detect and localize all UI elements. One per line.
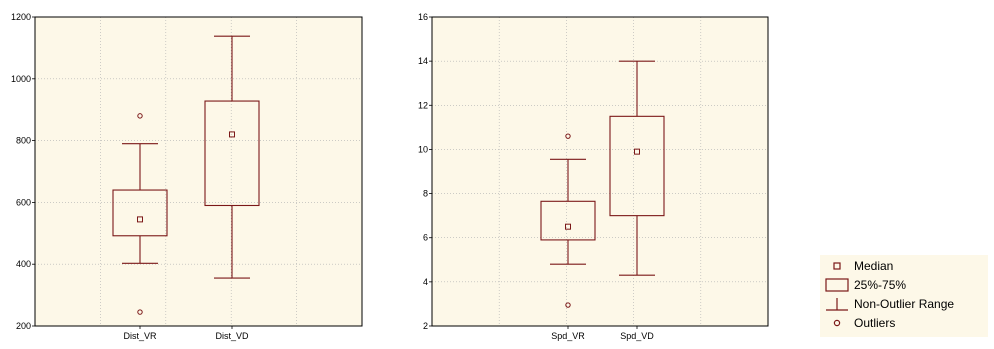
y-tick-label: 400 [16, 259, 31, 269]
boxplot-Dist_VD [204, 35, 260, 279]
legend-item-quartile-box: 25%-75% [820, 277, 988, 293]
outlier-point [137, 309, 143, 315]
legend-label-non-outlier-range: Non-Outlier Range [854, 297, 955, 311]
y-tick-label: 1000 [11, 74, 31, 84]
boxplot-Dist_VR [112, 113, 168, 315]
y-tick-label: 200 [16, 321, 31, 331]
x-tick-label: Spd_VD [620, 331, 654, 341]
y-tick-label: 1200 [11, 12, 31, 22]
outlier-point [137, 113, 143, 119]
legend-label-median: Median [854, 259, 894, 273]
y-tick-label: 600 [16, 197, 31, 207]
median-marker [634, 148, 640, 155]
box-icon [825, 278, 849, 292]
median-marker [137, 216, 143, 223]
outlier-point [565, 302, 571, 308]
boxplot-Spd_VD [609, 60, 665, 276]
plot-frame-1 [34, 16, 363, 327]
y-tick-label: 6 [423, 233, 428, 243]
legend-item-median: Median [820, 258, 988, 274]
x-tick-label: Dist_VD [215, 331, 249, 341]
outlier-circle-icon [833, 319, 841, 327]
y-tick-label: 14 [418, 56, 428, 66]
y-tick-label: 16 [418, 12, 428, 22]
legend-label-outliers: Outliers [854, 316, 896, 330]
y-tick-label: 2 [423, 321, 428, 331]
median-square-icon [833, 262, 841, 270]
legend-item-outliers: Outliers [820, 315, 988, 331]
y-tick-label: 10 [418, 144, 428, 154]
x-tick-label: Dist_VR [123, 331, 157, 341]
legend-label-quartile-box: 25%-75% [854, 278, 907, 292]
legend-item-non-outlier-range: Non-Outlier Range [820, 296, 988, 312]
plot-area-2 [432, 17, 768, 326]
iqr-box [112, 189, 168, 237]
y-tick-label: 12 [418, 100, 428, 110]
legend: Median 25%-75% Non-Outlier Range Outlier… [820, 255, 988, 337]
y-tick-label: 8 [423, 189, 428, 199]
outlier-point [565, 133, 571, 139]
y-tick-label: 4 [423, 277, 428, 287]
median-marker [229, 131, 235, 138]
plot-frame-2 [431, 16, 769, 327]
x-tick-label: Spd_VR [551, 331, 585, 341]
iqr-box [540, 200, 596, 241]
plot-area-1 [35, 17, 362, 326]
iqr-box [609, 115, 665, 217]
iqr-box [204, 100, 260, 207]
y-tick-label: 800 [16, 136, 31, 146]
median-marker [565, 223, 571, 230]
whisker-icon [826, 298, 848, 311]
boxplot-Spd_VR [540, 133, 596, 308]
